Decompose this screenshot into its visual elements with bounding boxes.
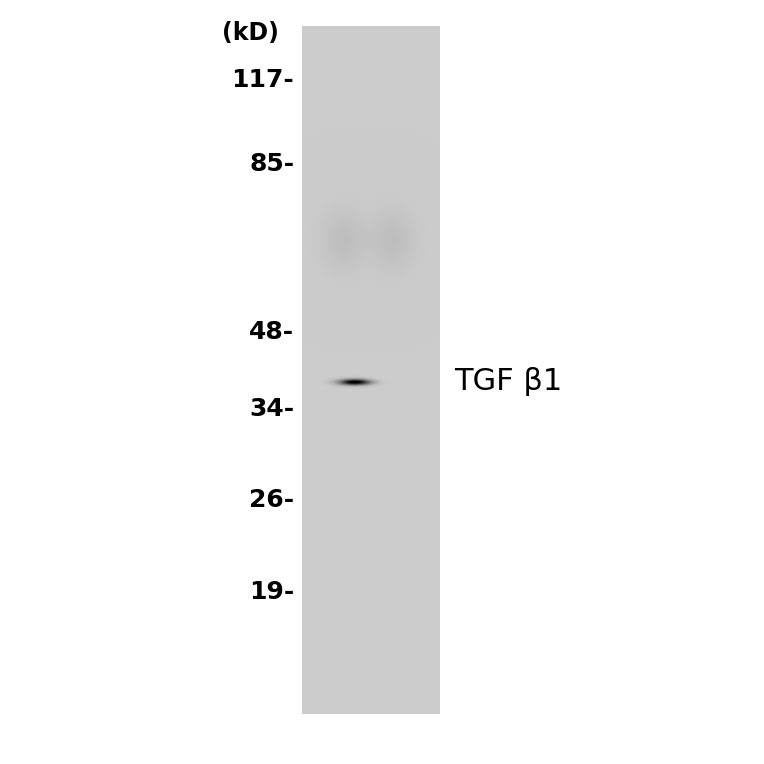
Text: 117-: 117- bbox=[231, 68, 294, 92]
Text: 85-: 85- bbox=[249, 152, 294, 176]
Text: 19-: 19- bbox=[249, 580, 294, 604]
Text: 34-: 34- bbox=[249, 397, 294, 421]
Text: 26-: 26- bbox=[249, 488, 294, 513]
Text: 48-: 48- bbox=[249, 320, 294, 345]
Text: (kD): (kD) bbox=[222, 21, 279, 45]
Text: TGF β1: TGF β1 bbox=[455, 367, 563, 397]
